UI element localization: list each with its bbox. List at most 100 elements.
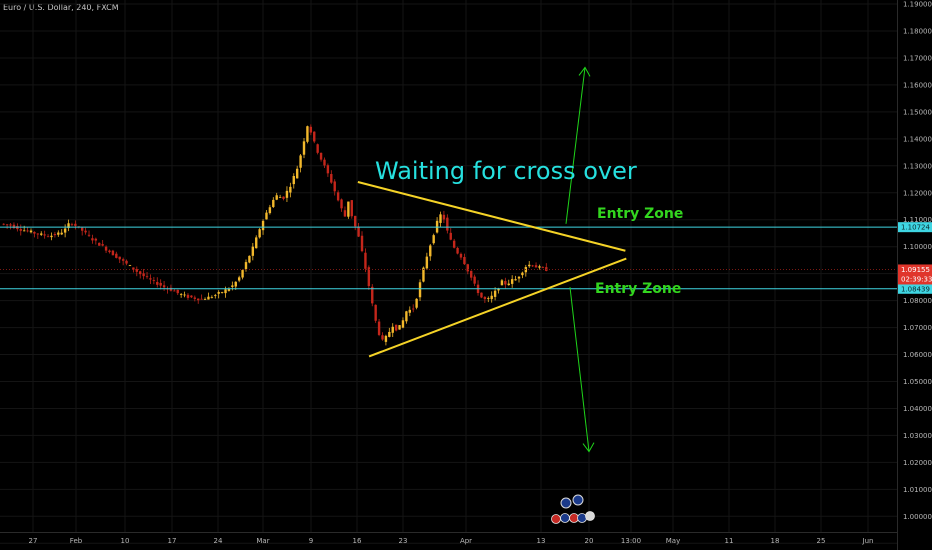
candle-body [43,234,46,236]
candle-body [50,235,53,238]
candle-body [350,200,353,217]
candle-body [40,233,43,235]
time-tick-label: 13:00 [621,537,641,545]
candle-body [2,223,5,225]
price-tick-label: 1.13000 [903,162,932,170]
price-tick-label: 1.07000 [903,324,932,332]
price-tick-label: 1.02000 [903,459,932,467]
candle-body [531,265,534,267]
candle-body [336,192,340,201]
candle-body [80,227,84,231]
time-tick-label: 23 [399,537,408,545]
candle-body [487,298,490,299]
candle-body [309,126,313,133]
candle-body [364,252,367,269]
candle-body [442,214,446,220]
price-tick-label: 1.00000 [903,513,932,521]
candle-body [220,292,224,293]
candle-body [248,255,251,263]
candle-body [159,282,162,286]
candle-body [214,295,217,296]
candle-body [517,276,521,279]
candle-body [422,267,425,282]
price-tick-label: 1.08000 [903,297,932,305]
candle-body [381,335,384,340]
candle-body [377,321,381,335]
candle-body [432,235,435,244]
candle-body [190,295,193,298]
down-arrow-line[interactable] [569,287,590,452]
candle-body [500,280,504,286]
bar-countdown-label: 02:39:33 [901,275,932,283]
candle-body [132,267,135,270]
price-level-tag-label: 1.10724 [901,224,930,232]
candle-body [272,199,275,207]
candle-body [504,280,507,285]
candle-body [210,296,214,298]
candle-body [91,238,94,241]
candle-body [538,266,541,268]
candle-body [405,311,408,322]
candle-body [33,231,36,234]
price-tick-label: 1.06000 [903,351,932,359]
candle-body [128,265,132,267]
candle-body [84,230,87,233]
event-bubble-icon[interactable] [560,494,584,509]
candle-body [295,168,299,179]
time-tick-label: Feb [70,537,83,545]
candle-body [408,309,411,313]
candle-body [19,229,22,231]
candle-body [418,282,422,298]
triangle-lower-line[interactable] [368,257,627,358]
candle-body [22,230,26,232]
candle-body [234,281,237,287]
candle-body [149,278,152,280]
candle-body [394,324,398,331]
up-arrow-line[interactable] [565,67,586,224]
candle-body [145,276,149,278]
triangle-upper-line[interactable] [357,181,626,252]
candle-body [12,224,16,229]
price-tick-label: 1.18000 [903,28,932,36]
time-tick-label: 18 [771,537,780,545]
candle-body [541,267,545,269]
down-arrow-head [582,442,595,453]
candle-body [98,242,101,246]
candle-body [493,290,497,297]
price-tick-label: 1.10000 [903,243,932,251]
price-tick-label: 1.12000 [903,189,932,197]
price-tick-label: 1.11000 [903,216,932,224]
candle-body [326,165,330,174]
candle-body [374,304,377,321]
candle-body [275,195,278,200]
candle-body [360,235,364,252]
candle-body [425,256,429,269]
candle-body [278,197,282,198]
candle-body [429,245,432,257]
candle-body [265,212,268,220]
candle-body [289,186,292,193]
candle-body [463,256,466,265]
candle-body [299,155,302,168]
candle-body [29,230,33,233]
candle-body [111,250,115,256]
time-tick-label: Apr [460,537,472,545]
candle-body [227,288,231,291]
candle-body [152,280,156,281]
candle-body [398,325,401,330]
candle-body [439,214,442,223]
current-price-tag [898,264,932,285]
candle-body [186,294,190,298]
candle-body [26,230,29,232]
candle-body [9,224,12,226]
candle-body [285,190,289,198]
time-tick-label: May [666,537,680,545]
event-flag-icon[interactable] [551,511,595,524]
time-tick-label: Mar [256,537,269,545]
time-tick-label: Jun [862,537,874,545]
candle-body [415,298,418,308]
candle-body [162,285,166,288]
candle-body [115,253,118,258]
